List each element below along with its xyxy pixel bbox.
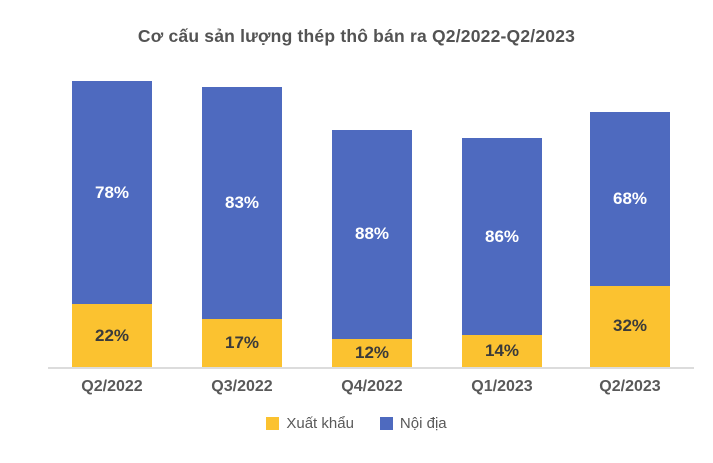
legend-label: Nội địa	[399, 415, 447, 432]
chart-title: Cơ cấu sản lượng thép thô bán ra Q2/2022…	[137, 26, 576, 46]
bar-segment-export: 17%	[202, 319, 282, 367]
bar-value-label-export: 14%	[484, 340, 520, 360]
bar-column: 88% 12%	[332, 129, 412, 367]
legend-item: Nội địa	[379, 415, 447, 432]
legend-label: Xuất khẩu	[286, 415, 354, 432]
x-axis-label: Q2/2022	[81, 378, 143, 395]
bar-value-label-export: 32%	[612, 316, 648, 336]
bar-value-label-export: 17%	[224, 333, 260, 353]
bar-segment-domestic: 88%	[332, 129, 412, 339]
x-axis-labels: Q2/2022 Q3/2022 Q4/2022 Q1/2023 Q2/2023	[0, 378, 713, 398]
bar-segment-domestic: 68%	[590, 112, 670, 286]
legend: Xuất khẩu Nội địa	[0, 415, 713, 432]
bar-value-label-export: 22%	[94, 325, 130, 345]
bar-value-label-export: 12%	[354, 342, 390, 362]
bar-value-label-domestic: 88%	[354, 224, 390, 244]
bar-segment-export: 12%	[332, 338, 412, 367]
legend-item: Xuất khẩu	[266, 415, 354, 432]
bar-segment-domestic: 83%	[202, 86, 282, 320]
bar-segment-domestic: 78%	[72, 81, 152, 305]
bar-value-label-domestic: 86%	[484, 226, 520, 246]
bar-segment-export: 22%	[72, 304, 152, 367]
x-axis-line	[48, 367, 694, 369]
legend-swatch	[379, 417, 393, 430]
bar-column: 83% 17%	[202, 86, 282, 367]
bar-segment-export: 32%	[590, 285, 670, 367]
bar-value-label-domestic: 68%	[612, 188, 648, 208]
bar-segment-export: 14%	[462, 334, 542, 367]
bar-value-label-domestic: 83%	[224, 193, 260, 213]
bar-segment-domestic: 86%	[462, 138, 542, 335]
x-axis-label: Q1/2023	[471, 378, 533, 395]
legend-swatch	[266, 417, 280, 430]
bar-column: 78% 22%	[72, 81, 152, 367]
bar-column: 86% 14%	[462, 138, 542, 367]
x-axis-label: Q2/2023	[599, 378, 661, 395]
bar-column: 68% 32%	[590, 112, 670, 367]
x-axis-label: Q3/2022	[211, 378, 273, 395]
x-axis-label: Q4/2022	[341, 378, 403, 395]
bar-value-label-domestic: 78%	[94, 182, 130, 202]
